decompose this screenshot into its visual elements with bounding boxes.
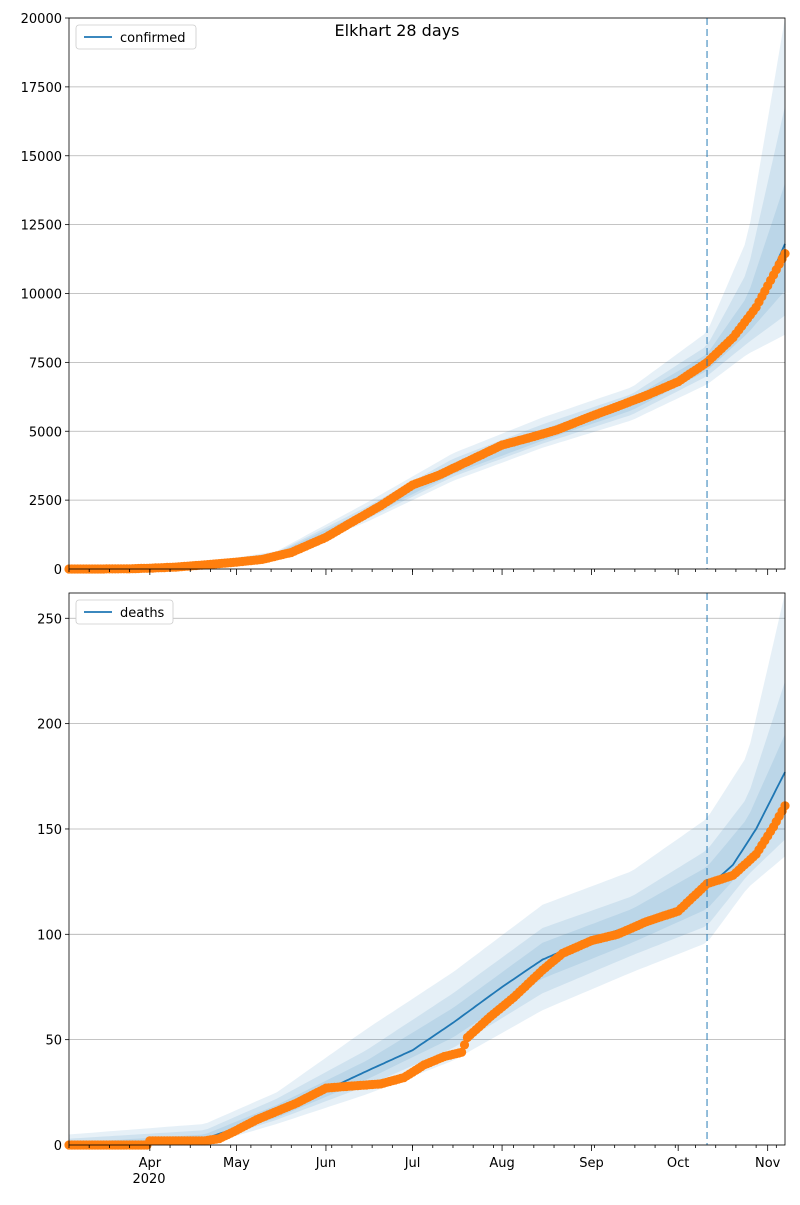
deaths-panel: 0 50 100 150 200 250 deaths — [37, 592, 790, 1154]
x-tick-label: Aug — [489, 1156, 514, 1171]
y-tick-label: 17500 — [21, 81, 62, 96]
plot-frame — [68, 17, 786, 570]
y-tick-label: 5000 — [29, 425, 62, 440]
chart-title: Elkhart 28 days — [335, 21, 460, 40]
y-tick-label: 15000 — [21, 150, 62, 165]
x-tick-label: Jul — [404, 1156, 421, 1171]
legend-confirmed: confirmed — [75, 24, 197, 50]
plot-frame — [68, 592, 786, 1146]
y-tick-label: 200 — [37, 718, 62, 733]
shared-x-axis: Apr May Jun Jul Aug Sep Oct Nov — [139, 1156, 781, 1171]
x-tick-label: Sep — [579, 1156, 604, 1171]
confirmed-panel: 0 2500 5000 7500 10000 12500 15000 17500 20000 co… — [21, 12, 790, 578]
uncertainty-band — [69, 593, 785, 1145]
x-tick-label: Oct — [667, 1156, 689, 1171]
uncertainty-band — [69, 183, 785, 570]
y-tick-label: 250 — [37, 612, 62, 627]
x-tick-label: Jun — [315, 1156, 336, 1171]
x-year-label: 2020 — [132, 1172, 165, 1187]
y-tick-label: 100 — [37, 928, 62, 943]
legend-box — [75, 599, 174, 625]
y-tick-label: 7500 — [29, 356, 62, 371]
uncertainty-band — [69, 106, 785, 569]
legend-label: confirmed — [120, 31, 186, 46]
y-tick-label: 0 — [54, 1139, 62, 1154]
y-tick-label: 2500 — [29, 494, 62, 509]
legend-box — [75, 24, 197, 50]
y-tick-label: 10000 — [21, 288, 62, 303]
y-tick-label: 50 — [45, 1034, 62, 1049]
y-tick-label: 150 — [37, 823, 62, 838]
y-tick-label: 20000 — [21, 12, 62, 27]
observed-point — [459, 1040, 470, 1050]
uncertainty-band — [69, 681, 785, 1145]
model-line-confirmed — [69, 243, 786, 570]
model-line-deaths — [68, 771, 786, 1146]
x-tick-label: Apr — [139, 1156, 162, 1171]
y-tick-label: 12500 — [21, 219, 62, 234]
legend-label: deaths — [120, 606, 165, 621]
x-tick-label: May — [223, 1156, 250, 1171]
x-tick-label: Nov — [755, 1156, 781, 1171]
legend-deaths: deaths — [75, 599, 174, 625]
y-tick-label: 0 — [54, 563, 62, 578]
observed-point — [457, 1047, 467, 1057]
